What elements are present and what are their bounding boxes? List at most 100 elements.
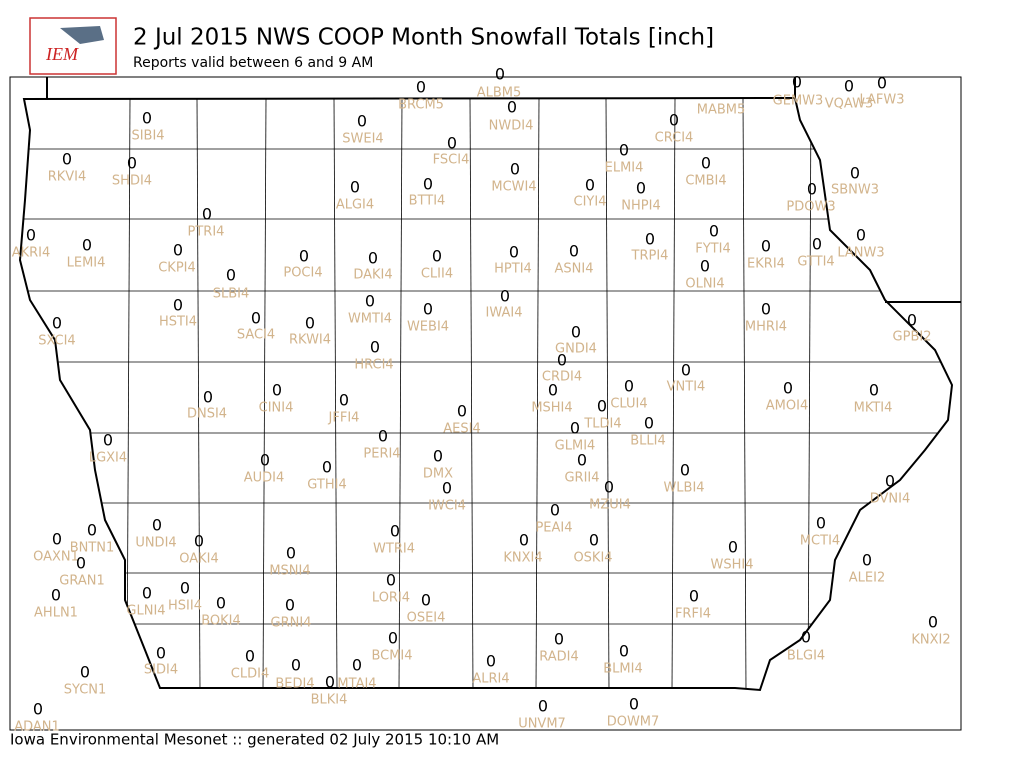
station-id: BEDI4 <box>275 677 314 692</box>
station-value: 0 <box>636 179 646 198</box>
station-value: 0 <box>291 656 301 675</box>
station-id: DAKI4 <box>353 268 392 283</box>
county-line <box>742 98 747 690</box>
station: GEMW3 0 <box>773 73 824 109</box>
station-id: SIDI4 <box>144 663 178 678</box>
station-value: 0 <box>554 630 564 649</box>
station-value: 0 <box>33 700 43 719</box>
county-line <box>262 98 267 690</box>
station-id: CLDI4 <box>231 667 269 682</box>
station-id: ALGI4 <box>336 198 374 213</box>
station-value: 0 <box>500 287 510 306</box>
station-id: CLUI4 <box>610 397 647 412</box>
station-value: 0 <box>226 266 236 285</box>
station-id: HSII4 <box>168 599 202 614</box>
station-id: MZUI4 <box>589 498 631 513</box>
station-id: HSTI4 <box>159 315 197 330</box>
logo-frame <box>29 17 117 75</box>
station-id: LORI4 <box>372 591 410 606</box>
station-id: ALBM5 <box>477 86 522 101</box>
station-value: 0 <box>619 642 629 661</box>
station-value: 0 <box>509 243 519 262</box>
station-value: 0 <box>352 656 362 675</box>
station-id: CMBI4 <box>685 174 726 189</box>
station-value: 0 <box>709 222 719 241</box>
station-id: MSHI4 <box>531 401 572 416</box>
station-value: 0 <box>907 311 917 330</box>
station-value: 0 <box>761 300 771 319</box>
station-value: 0 <box>457 402 467 421</box>
station-value: 0 <box>322 458 332 477</box>
station-id: IWAI4 <box>486 306 523 321</box>
station-id: AUDI4 <box>244 471 285 486</box>
station: BEDI4 0 <box>275 656 314 692</box>
logo-icon <box>60 26 104 44</box>
station-id: WTRI4 <box>373 542 415 557</box>
station: NWDI4 0 <box>489 98 534 134</box>
station-value: 0 <box>624 377 634 396</box>
station-value: 0 <box>597 397 607 416</box>
station-id: SWEI4 <box>342 132 383 147</box>
station-value: 0 <box>52 530 62 549</box>
station-id: FYTI4 <box>695 242 730 257</box>
station-value: 0 <box>680 461 690 480</box>
station-id: IWCI4 <box>428 499 466 514</box>
station-id: DVNI4 <box>870 492 911 507</box>
county-line <box>196 98 201 690</box>
station-value: 0 <box>423 300 433 319</box>
station-id: BLMI4 <box>603 662 642 677</box>
station-id: RADI4 <box>539 650 579 665</box>
station-id: CKPI4 <box>158 261 196 276</box>
station-value: 0 <box>433 447 443 466</box>
station-id: OSKI4 <box>573 551 612 566</box>
station-value: 0 <box>681 361 691 380</box>
station-id: TLDI4 <box>583 417 621 432</box>
station-id: AMOI4 <box>766 399 808 414</box>
subtitle: Reports valid between 6 and 9 AM <box>133 55 373 71</box>
station-value: 0 <box>365 292 375 311</box>
county-lines <box>20 98 952 690</box>
station: ALBM5 0 <box>477 65 522 101</box>
station-id: LAFW3 <box>859 93 904 108</box>
station: MABM5 <box>697 103 746 118</box>
station-value: 0 <box>783 379 793 398</box>
station-id: GTTI4 <box>797 255 834 270</box>
station-value: 0 <box>305 314 315 333</box>
station-id: RKVI4 <box>48 170 87 185</box>
station-id: GLMI4 <box>555 439 596 454</box>
station-id: AKRI4 <box>12 246 51 261</box>
station-value: 0 <box>816 514 826 533</box>
station-value: 0 <box>386 571 396 590</box>
station-value: 0 <box>577 451 587 470</box>
map-frame <box>9 76 962 731</box>
station-id: SYCN1 <box>64 683 107 698</box>
